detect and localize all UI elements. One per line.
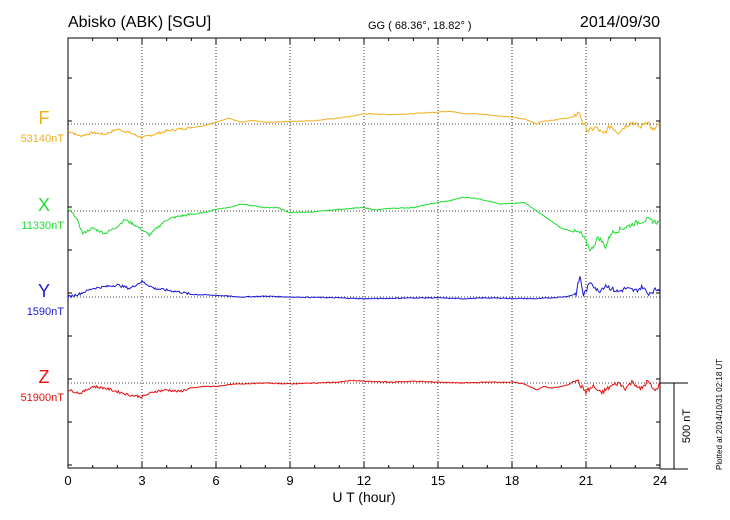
x-tick-label: 15 (431, 473, 445, 488)
date-label: 2014/09/30 (580, 14, 660, 31)
x-tick-label: 6 (212, 473, 219, 488)
x-axis-label: U T (hour) (332, 489, 395, 505)
x-tick-label: 18 (505, 473, 519, 488)
channel-name-z: Z (39, 367, 50, 387)
trace-x (67, 196, 661, 252)
x-tick-label: 12 (357, 473, 371, 488)
baseline-label-x: 11330nT (21, 220, 64, 232)
x-ticks: 0 3 6 9 12 15 18 21 24 (64, 38, 667, 488)
channel-name-f: F (39, 108, 50, 128)
coordinates-label: GG ( 68.36°, 18.82° ) (368, 20, 472, 32)
scale-bar: 500 nT (660, 382, 693, 470)
x-tick-label: 21 (579, 473, 593, 488)
trace-f (67, 110, 661, 139)
scale-bar-label: 500 nT (681, 409, 693, 444)
trace-z (67, 379, 661, 399)
trace-y (67, 276, 661, 300)
channel-name-y: Y (38, 281, 50, 301)
baseline-label-z: 51900nT (21, 392, 65, 404)
station-title: Abisko (ABK) [SGU] (68, 14, 211, 31)
baseline-label-y: 1590nT (27, 306, 65, 318)
grid (68, 38, 660, 468)
x-tick-label: 9 (286, 473, 293, 488)
x-tick-label: 24 (653, 473, 667, 488)
traces (67, 110, 661, 399)
x-tick-label: 3 (138, 473, 145, 488)
plot-frame (67, 37, 661, 469)
plotted-at-note: Plotted at 2014/10/31 02:18 UT (715, 359, 724, 470)
channel-name-x: X (38, 195, 50, 215)
baseline-label-f: 53140nT (21, 133, 65, 145)
x-tick-label: 0 (64, 473, 71, 488)
channel-labels: F 53140nT X 11330nT Y 1590nT Z 51900nT (21, 108, 65, 404)
